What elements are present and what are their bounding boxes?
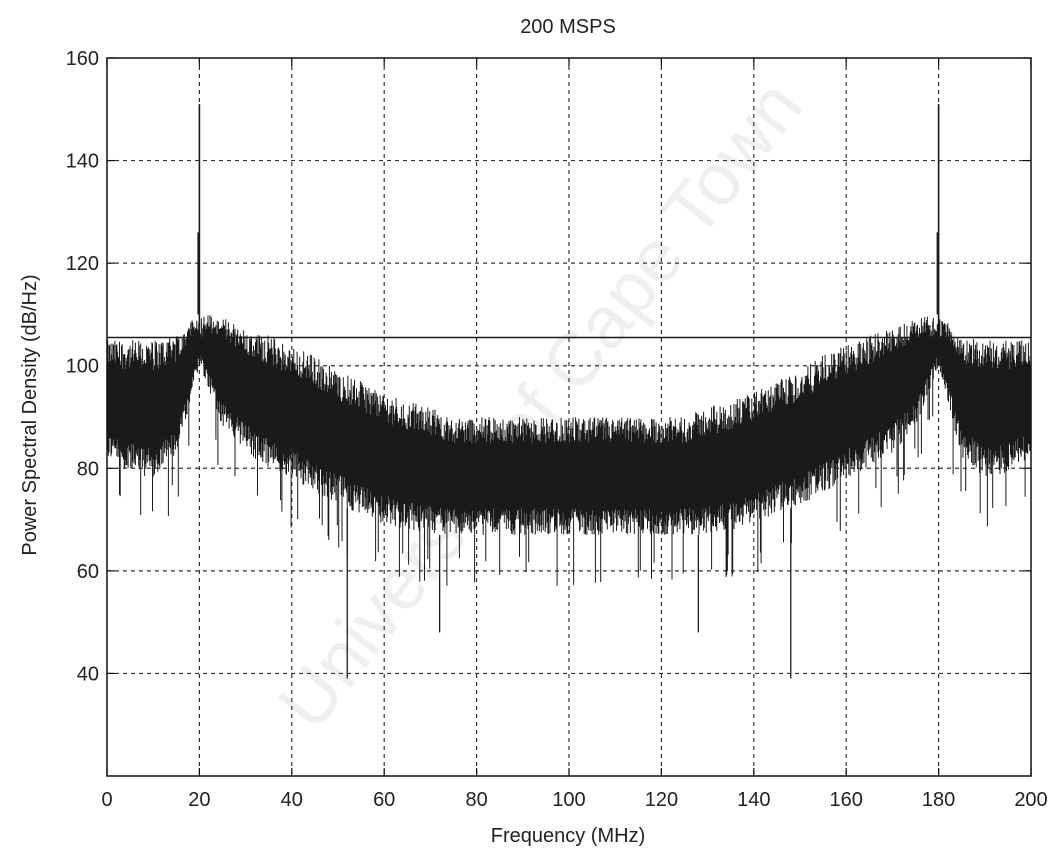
- x-tick-label: 100: [552, 789, 585, 811]
- x-tick-label: 60: [373, 789, 395, 811]
- y-tick-label: 100: [66, 356, 99, 378]
- x-tick-label: 80: [465, 789, 487, 811]
- x-axis-label: Frequency (MHz): [491, 825, 645, 847]
- x-tick-label: 200: [1014, 789, 1047, 811]
- x-tick-label: 140: [737, 789, 770, 811]
- x-tick-label: 20: [188, 789, 210, 811]
- x-tick-label: 160: [830, 789, 863, 811]
- y-tick-label: 80: [77, 458, 99, 480]
- y-tick-label: 60: [77, 561, 99, 583]
- y-tick-label: 40: [77, 663, 99, 685]
- y-tick-label: 140: [66, 151, 99, 173]
- tick-labels: 0 20 40 60 80 100 120 140 160 180 200 40 60 80 100 120 1…: [66, 48, 1048, 811]
- chart-title: 200 MSPS: [520, 16, 616, 38]
- spectrum-trace: [106, 104, 1032, 679]
- x-tick-label: 120: [645, 789, 678, 811]
- y-tick-label: 160: [66, 48, 99, 70]
- axes: [106, 57, 1032, 777]
- x-tick-label: 180: [922, 789, 955, 811]
- x-tick-label: 40: [281, 789, 303, 811]
- x-tick-label: 0: [101, 789, 112, 811]
- y-tick-label: 120: [66, 253, 99, 275]
- y-axis-label: Power Spectral Density (dB/Hz): [19, 274, 41, 555]
